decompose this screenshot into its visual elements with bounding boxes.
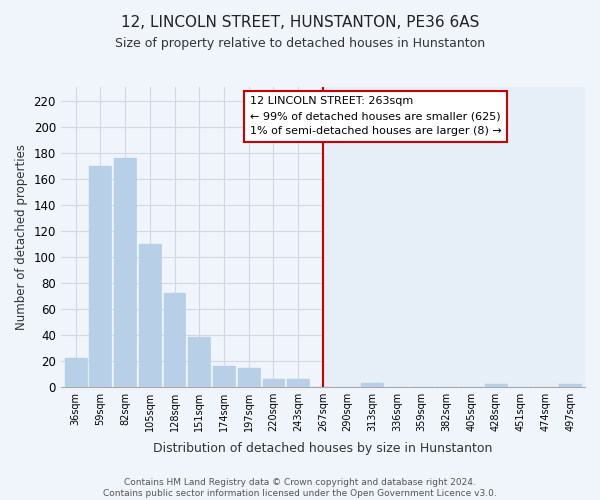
Bar — [485, 384, 507, 386]
Bar — [287, 379, 309, 386]
Text: 12, LINCOLN STREET, HUNSTANTON, PE36 6AS: 12, LINCOLN STREET, HUNSTANTON, PE36 6AS — [121, 15, 479, 30]
Bar — [213, 366, 235, 386]
Bar — [164, 293, 185, 386]
Bar — [188, 337, 210, 386]
Bar — [263, 379, 284, 386]
Bar — [238, 368, 260, 386]
Bar — [361, 383, 383, 386]
X-axis label: Distribution of detached houses by size in Hunstanton: Distribution of detached houses by size … — [153, 442, 493, 455]
Text: Contains HM Land Registry data © Crown copyright and database right 2024.
Contai: Contains HM Land Registry data © Crown c… — [103, 478, 497, 498]
Bar — [287, 379, 309, 386]
Bar — [65, 358, 86, 386]
Bar — [139, 244, 161, 386]
Bar — [89, 166, 111, 386]
Text: Size of property relative to detached houses in Hunstanton: Size of property relative to detached ho… — [115, 38, 485, 51]
Bar — [213, 366, 235, 386]
Y-axis label: Number of detached properties: Number of detached properties — [15, 144, 28, 330]
Bar — [263, 379, 284, 386]
Bar — [559, 384, 581, 386]
Bar — [323, 88, 595, 387]
Bar — [188, 337, 210, 386]
Bar — [139, 244, 161, 386]
Bar — [164, 293, 185, 386]
Bar — [559, 384, 581, 386]
Bar — [114, 158, 136, 386]
Bar — [361, 383, 383, 386]
Bar — [65, 358, 86, 386]
Bar — [114, 158, 136, 386]
Bar — [89, 166, 111, 386]
Bar — [485, 384, 507, 386]
Text: 12 LINCOLN STREET: 263sqm
← 99% of detached houses are smaller (625)
1% of semi-: 12 LINCOLN STREET: 263sqm ← 99% of detac… — [250, 96, 501, 136]
Bar — [238, 368, 260, 386]
